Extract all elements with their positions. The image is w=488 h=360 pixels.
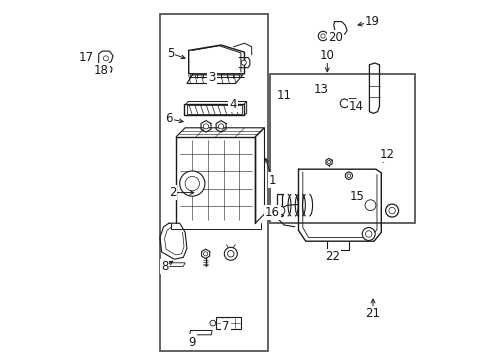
Text: 3: 3 xyxy=(208,71,215,84)
Circle shape xyxy=(224,247,237,260)
Circle shape xyxy=(203,124,208,129)
Text: 6: 6 xyxy=(165,112,172,125)
Text: 4: 4 xyxy=(229,98,236,111)
Bar xyxy=(215,317,241,329)
Circle shape xyxy=(385,204,398,217)
Text: 5: 5 xyxy=(167,47,174,60)
Circle shape xyxy=(241,60,246,65)
Circle shape xyxy=(203,252,207,256)
Circle shape xyxy=(365,200,375,211)
Circle shape xyxy=(362,228,374,240)
Circle shape xyxy=(388,207,394,214)
Circle shape xyxy=(320,34,325,38)
Bar xyxy=(186,105,242,114)
Text: 16: 16 xyxy=(264,206,280,219)
Circle shape xyxy=(345,172,352,179)
Text: 2: 2 xyxy=(168,186,176,199)
Text: 7: 7 xyxy=(222,320,229,333)
Text: 18: 18 xyxy=(94,64,109,77)
Circle shape xyxy=(346,174,350,177)
Text: 8: 8 xyxy=(161,260,168,273)
Text: 15: 15 xyxy=(348,190,364,203)
Text: 17: 17 xyxy=(79,51,93,64)
Circle shape xyxy=(218,124,223,129)
Circle shape xyxy=(365,231,371,237)
Circle shape xyxy=(340,99,348,108)
Circle shape xyxy=(327,160,330,163)
Circle shape xyxy=(318,31,327,41)
Text: 1: 1 xyxy=(268,174,276,186)
Bar xyxy=(160,14,267,351)
Text: 14: 14 xyxy=(348,100,363,113)
Circle shape xyxy=(103,56,108,61)
Text: 20: 20 xyxy=(327,31,342,44)
Text: 9: 9 xyxy=(188,336,196,348)
Circle shape xyxy=(179,171,204,196)
Bar xyxy=(276,194,282,216)
Circle shape xyxy=(227,251,234,257)
Text: 13: 13 xyxy=(313,83,327,96)
Text: 22: 22 xyxy=(325,250,340,263)
Circle shape xyxy=(185,176,199,191)
Bar xyxy=(269,74,415,223)
Text: 10: 10 xyxy=(319,49,334,62)
Text: 11: 11 xyxy=(276,89,291,102)
Text: 19: 19 xyxy=(364,15,379,28)
Text: 12: 12 xyxy=(378,148,393,161)
Circle shape xyxy=(209,320,215,326)
Circle shape xyxy=(276,206,284,215)
Text: 21: 21 xyxy=(365,307,380,320)
